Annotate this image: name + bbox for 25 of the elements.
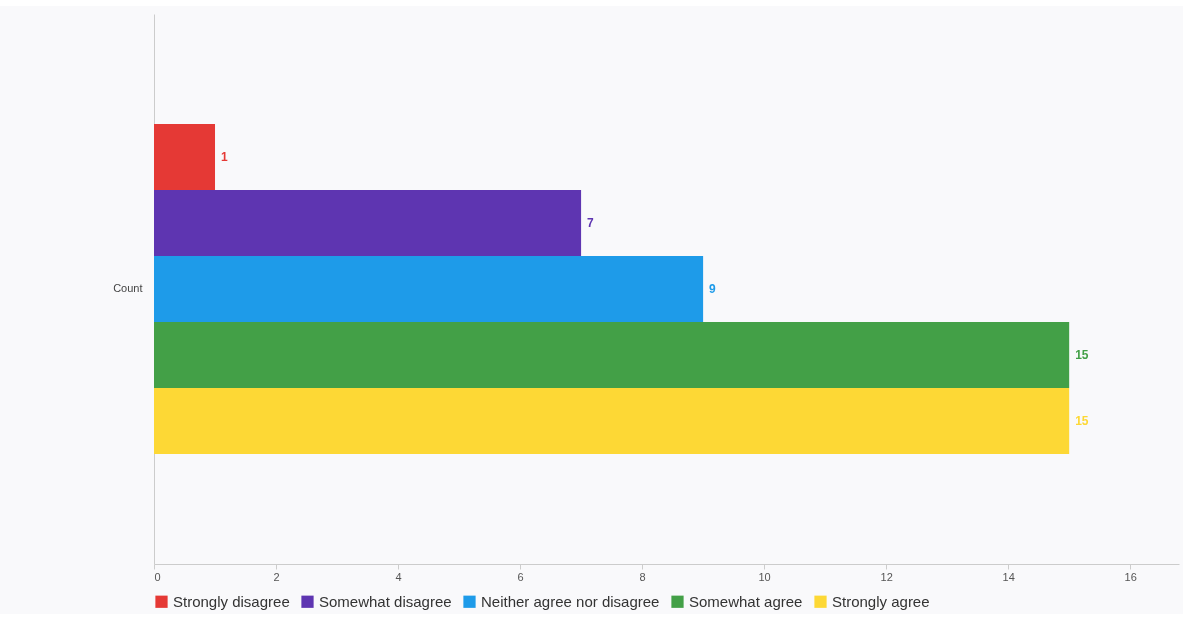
x-tick-label: 6	[517, 570, 524, 583]
x-tick-label: 14	[1002, 570, 1015, 583]
x-tick-label: 0	[154, 570, 161, 583]
x-tick-label: 10	[758, 570, 771, 583]
x-tick-label: 8	[639, 570, 646, 583]
legend-label: Somewhat disagree	[319, 592, 452, 610]
data-label: 15	[1075, 414, 1089, 428]
x-tick-label: 16	[1124, 570, 1137, 583]
y-tick-label: Count	[113, 282, 143, 294]
bar	[154, 256, 704, 322]
bar	[154, 124, 216, 190]
data-label: 15	[1075, 348, 1089, 362]
bar	[154, 322, 1070, 388]
data-label: 9	[709, 282, 717, 296]
x-tick-label: 4	[395, 570, 402, 583]
bar	[154, 388, 1070, 454]
data-label: 7	[587, 216, 595, 230]
legend-label: Somewhat agree	[689, 592, 803, 610]
x-tick-label: 2	[273, 570, 280, 583]
legend-label: Strongly agree	[832, 592, 930, 610]
data-label: 1	[221, 150, 229, 164]
x-tick-label: 12	[880, 570, 893, 583]
legend-label: Neither agree nor disagree	[481, 592, 660, 610]
bar	[154, 190, 582, 256]
legend-label: Strongly disagree	[173, 592, 290, 610]
